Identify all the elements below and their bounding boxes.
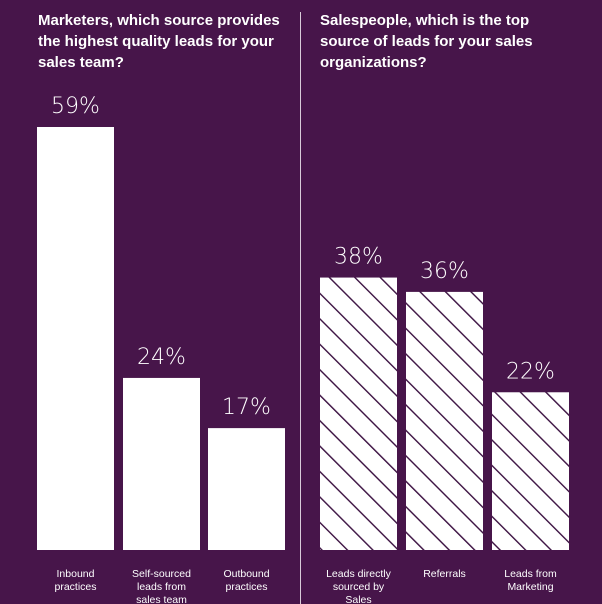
marketers-value-label-3: 17% [222, 395, 271, 420]
salespeople-bar-3 [492, 392, 569, 550]
salespeople-chart-title: Salespeople, which is the top source of … [320, 12, 533, 71]
marketers-category-label-2: Self-sourced leads from sales team [132, 568, 191, 604]
salespeople-value-label-2: 36% [420, 259, 469, 284]
marketers-value-label-2: 24% [137, 345, 186, 370]
marketers-bars: 59% 24% 17% [37, 94, 285, 550]
salespeople-value-label-1: 38% [334, 245, 383, 270]
salespeople-bar-2 [406, 291, 483, 550]
marketers-bar-2 [123, 377, 200, 550]
salespeople-category-label-3: Leads from Marketing [504, 568, 557, 593]
salespeople-category-label-2: Referrals [423, 568, 466, 580]
salespeople-value-label-3: 22% [506, 359, 555, 384]
marketers-chart-title: Marketers, which source provides the hig… [38, 12, 280, 71]
marketers-category-label-3: Outbound practices [223, 568, 270, 593]
chart-divider [300, 12, 301, 604]
marketers-bar-1 [37, 127, 114, 550]
salespeople-bar-1 [320, 277, 397, 550]
marketers-value-label-1: 59% [51, 94, 100, 119]
marketers-category-label-1: Inbound practices [54, 568, 97, 593]
marketers-bar-3 [208, 428, 285, 550]
salespeople-category-label-1: Leads directly sourced by Sales [326, 568, 391, 604]
salespeople-bars: 38% 36% 22% [320, 245, 569, 550]
